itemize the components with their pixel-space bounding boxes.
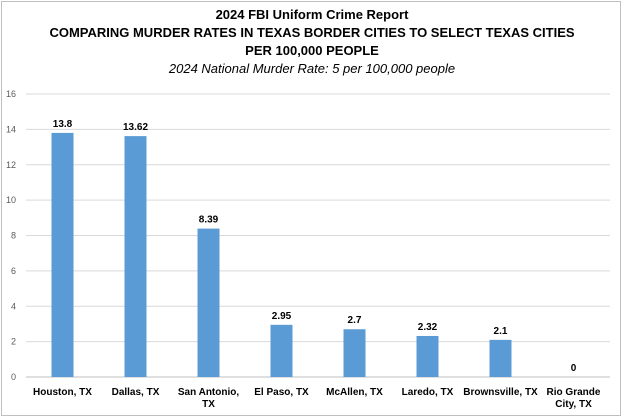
y-tick-label: 16 <box>6 89 16 99</box>
x-tick-label: McAllen, TX <box>326 387 383 398</box>
bar <box>416 335 439 377</box>
y-tick-label: 0 <box>11 372 16 382</box>
x-tick-label: San Antonio, <box>178 387 240 398</box>
x-tick-label: City, TX <box>555 399 592 410</box>
x-axis: Houston, TX Dallas, TX San Antonio,TX El Pa… <box>33 387 601 410</box>
bar <box>197 228 220 377</box>
y-tick-label: 2 <box>11 337 16 347</box>
data-label: 2.7 <box>348 315 362 326</box>
bar <box>51 132 74 377</box>
y-tick-label: 10 <box>6 195 16 205</box>
y-tick-label: 12 <box>6 160 16 170</box>
data-label: 2.32 <box>418 322 438 333</box>
y-tick-label: 14 <box>6 124 16 134</box>
y-tick-label: 8 <box>11 231 16 241</box>
data-label: 0 <box>571 363 577 374</box>
x-tick-label: Brownsville, TX <box>463 387 538 398</box>
x-tick-label: Dallas, TX <box>112 387 160 398</box>
bar <box>270 324 293 377</box>
x-tick-label: Rio Grande <box>547 387 601 398</box>
bar <box>489 339 512 377</box>
data-labels: 13.8 13.62 8.39 2.95 2.7 2.32 2.1 0 <box>53 119 577 374</box>
data-label: 2.95 <box>272 311 292 322</box>
chart-title: 2024 FBI Uniform Crime Report <box>215 7 409 22</box>
data-label: 2.1 <box>494 326 508 337</box>
y-tick-label: 4 <box>11 301 16 311</box>
data-label: 13.8 <box>53 119 73 130</box>
x-tick-label: Laredo, TX <box>402 387 454 398</box>
y-axis: 0 2 4 6 8 10 12 14 16 <box>6 89 16 382</box>
data-label: 8.39 <box>199 215 219 226</box>
data-label: 13.62 <box>123 122 148 133</box>
chart-title-line-2: COMPARING MURDER RATES IN TEXAS BORDER C… <box>49 25 575 40</box>
bars <box>51 132 512 377</box>
bar <box>343 329 366 377</box>
x-tick-label: El Paso, TX <box>254 387 309 398</box>
chart-titles: 2024 FBI Uniform Crime Report COMPARING … <box>0 6 624 78</box>
x-tick-label: Houston, TX <box>33 387 92 398</box>
chart-subtitle: 2024 National Murder Rate: 5 per 100,000… <box>168 61 456 76</box>
gridlines <box>26 93 610 378</box>
bar <box>124 136 147 377</box>
y-tick-label: 6 <box>11 266 16 276</box>
x-tick-label: TX <box>202 399 215 410</box>
chart-title-line-3: PER 100,000 PEOPLE <box>245 43 379 58</box>
